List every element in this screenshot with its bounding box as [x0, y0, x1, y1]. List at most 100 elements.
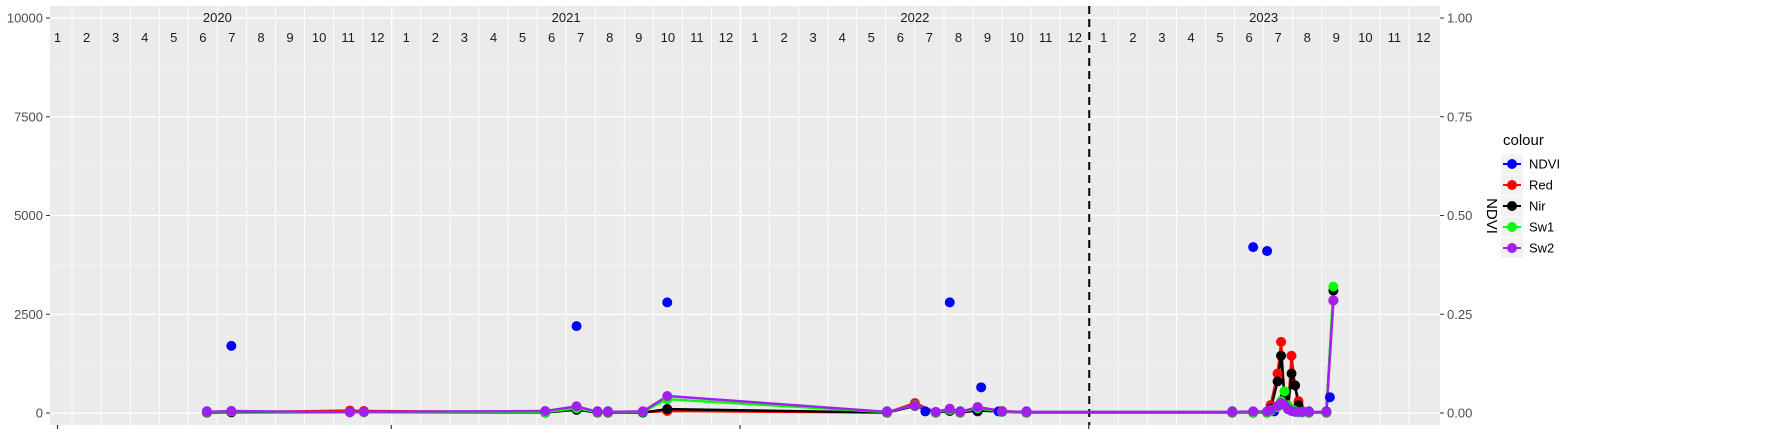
month-label: 5 — [519, 30, 526, 45]
year-label: 2021 — [552, 10, 581, 25]
month-label: 1 — [751, 30, 758, 45]
data-point-nir — [1286, 368, 1297, 379]
month-label: 12 — [370, 30, 384, 45]
data-point-ndvi — [226, 340, 237, 351]
month-label: 9 — [1333, 30, 1340, 45]
month-label: 1 — [54, 30, 61, 45]
month-label: 11 — [690, 30, 704, 45]
legend-label: NDVI — [1529, 157, 1560, 172]
y2-tick-label: 0.00 — [1447, 406, 1472, 421]
month-label: 5 — [170, 30, 177, 45]
data-point-sw2 — [1248, 406, 1259, 417]
legend: colour NDVI Red Nir Sw1 Sw2 — [1501, 132, 1560, 258]
data-point-sw2 — [930, 406, 941, 417]
legend-key-point — [1507, 159, 1517, 169]
year-label: 2023 — [1249, 10, 1278, 25]
data-point-sw2 — [955, 406, 966, 417]
data-point-ndvi — [1324, 392, 1335, 403]
month-label: 7 — [1275, 30, 1282, 45]
data-point-red — [1276, 336, 1287, 347]
data-point-red — [1272, 368, 1283, 379]
month-label: 7 — [577, 30, 584, 45]
y-tick-label: 7500 — [14, 109, 43, 124]
legend-label: Sw1 — [1529, 220, 1554, 235]
data-point-sw2 — [1227, 406, 1238, 417]
grid — [50, 6, 1440, 425]
data-point-sw2 — [602, 406, 613, 417]
year-label: 2022 — [900, 10, 929, 25]
data-point-ndvi — [976, 382, 987, 393]
data-point-sw2 — [1321, 406, 1332, 417]
month-label: 11 — [341, 30, 355, 45]
month-label: 2 — [780, 30, 787, 45]
data-point-sw1 — [1279, 386, 1290, 397]
month-label: 2 — [83, 30, 90, 45]
month-label: 9 — [635, 30, 642, 45]
data-point-nir — [1276, 350, 1287, 361]
data-point-sw2 — [881, 406, 892, 417]
month-label: 2 — [1129, 30, 1136, 45]
data-point-sw2 — [944, 403, 955, 414]
data-point-nir — [1290, 380, 1301, 391]
data-point-sw2 — [1328, 295, 1339, 306]
data-point-ndvi — [920, 406, 931, 417]
y2-tick-label: 0.75 — [1447, 109, 1472, 124]
month-label: 6 — [199, 30, 206, 45]
month-label: 4 — [490, 30, 497, 45]
month-label: 12 — [1416, 30, 1430, 45]
month-label: 5 — [868, 30, 875, 45]
month-label: 12 — [1067, 30, 1081, 45]
month-label: 11 — [1039, 30, 1053, 45]
legend-label: Sw2 — [1529, 241, 1554, 256]
month-label: 8 — [257, 30, 264, 45]
data-point-nir — [1272, 376, 1283, 387]
data-point-ndvi — [944, 297, 955, 308]
month-label: 7 — [926, 30, 933, 45]
legend-key-point — [1507, 222, 1517, 232]
month-label: 3 — [1158, 30, 1165, 45]
month-label: 4 — [141, 30, 148, 45]
y-tick-label: 2500 — [14, 307, 43, 322]
y-tick-label: 5000 — [14, 208, 43, 223]
month-label: 1 — [403, 30, 410, 45]
month-label: 10 — [661, 30, 675, 45]
data-point-sw2 — [1303, 406, 1314, 417]
month-label: 10 — [1358, 30, 1372, 45]
y2-tick-label: 1.00 — [1447, 11, 1472, 26]
data-point-ndvi — [1262, 246, 1273, 257]
legend-key-point — [1507, 180, 1517, 190]
data-point-sw1 — [1328, 281, 1339, 292]
month-label: 6 — [897, 30, 904, 45]
series — [201, 6, 1339, 425]
month-label: 3 — [461, 30, 468, 45]
month-label: 11 — [1388, 30, 1402, 45]
year-label: 2020 — [203, 10, 232, 25]
y2-axis-title: NDVI — [1483, 198, 1500, 234]
data-point-sw2 — [201, 406, 212, 417]
month-label: 4 — [1187, 30, 1194, 45]
data-point-sw2 — [1296, 406, 1307, 417]
data-point-sw2 — [972, 402, 983, 413]
legend-key-point — [1507, 201, 1517, 211]
legend-key-point — [1507, 243, 1517, 253]
month-label: 10 — [312, 30, 326, 45]
data-point-sw2 — [592, 406, 603, 417]
month-label: 6 — [1245, 30, 1252, 45]
data-point-sw2 — [344, 407, 355, 418]
data-point-sw2 — [540, 406, 551, 417]
data-point-red — [1286, 350, 1297, 361]
month-label: 4 — [839, 30, 846, 45]
month-label: 8 — [1304, 30, 1311, 45]
y-tick-label: 10000 — [7, 11, 43, 26]
legend-label: Nir — [1529, 199, 1546, 214]
data-point-sw2 — [358, 406, 369, 417]
month-label: 8 — [955, 30, 962, 45]
month-label: 5 — [1216, 30, 1223, 45]
data-point-sw2 — [997, 406, 1008, 417]
month-label: 2 — [432, 30, 439, 45]
legend-label: Red — [1529, 178, 1553, 193]
data-point-ndvi — [662, 297, 673, 308]
month-label: 1 — [1100, 30, 1107, 45]
